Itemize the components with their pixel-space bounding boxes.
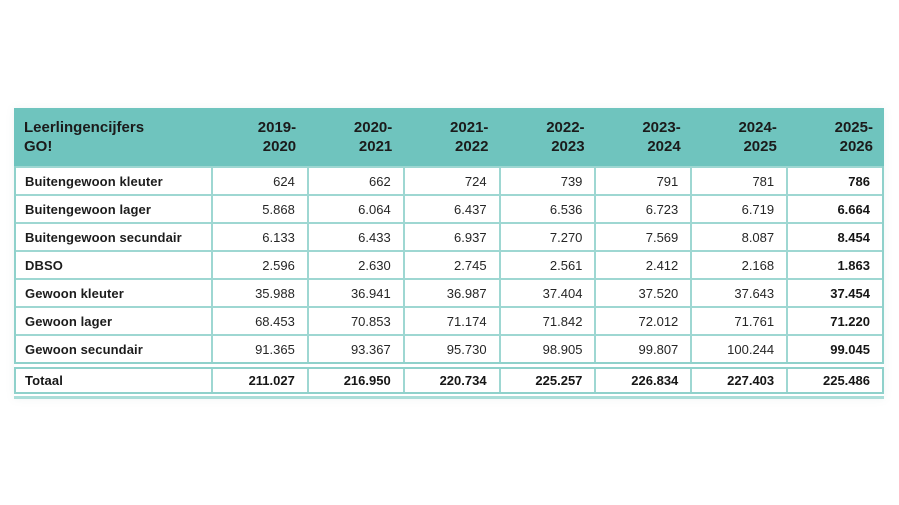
cell-value: 5.868 xyxy=(211,196,307,222)
table-row: Buitengewoon secundair 6.133 6.433 6.937 7.2… xyxy=(16,222,882,250)
row-label: Buitengewoon kleuter xyxy=(25,173,163,189)
total-value: 225.257 xyxy=(498,369,595,392)
cell-value: 2.168 xyxy=(690,252,786,278)
table-row: Buitengewoon kleuter 624 662 724 739 791 781 78… xyxy=(16,166,882,194)
table-row: Buitengewoon lager 5.868 6.064 6.437 6.536 6.… xyxy=(16,194,882,222)
cell-value: 2.412 xyxy=(594,252,690,278)
cell-value: 71.842 xyxy=(498,308,595,334)
cell-value: 786 xyxy=(786,168,882,194)
cell-value: 7.569 xyxy=(594,224,690,250)
cell-value: 99.045 xyxy=(786,336,882,362)
cell-value: 68.453 xyxy=(211,308,307,334)
table-row: Gewoon secundair 91.365 93.367 95.730 98.905… xyxy=(16,334,882,362)
total-value: 225.486 xyxy=(786,369,882,392)
column-header: 2020- 2021 xyxy=(353,119,393,155)
leerlingencijfers-table: Leerlingencijfers GO! 2019- 2020 2020- 20… xyxy=(14,108,884,399)
cell-value: 93.367 xyxy=(306,336,403,362)
cell-value: 37.643 xyxy=(690,280,786,306)
cell-value: 6.433 xyxy=(306,224,403,250)
column-header: 2025- 2026 xyxy=(834,119,873,155)
cell-value: 781 xyxy=(690,168,786,194)
cell-value: 71.761 xyxy=(690,308,786,334)
cell-value: 2.630 xyxy=(306,252,403,278)
row-label: Gewoon kleuter xyxy=(25,285,124,301)
total-value: 227.403 xyxy=(690,369,786,392)
cell-value: 1.863 xyxy=(786,252,882,278)
table-body: Buitengewoon kleuter 624 662 724 739 791 781 78… xyxy=(14,166,884,364)
cell-value: 2.745 xyxy=(402,252,499,278)
cell-value: 6.719 xyxy=(690,196,786,222)
cell-value: 662 xyxy=(306,168,403,194)
cell-value: 2.561 xyxy=(498,252,595,278)
cell-value: 7.270 xyxy=(498,224,595,250)
cell-value: 37.454 xyxy=(786,280,882,306)
table-title: Leerlingencijfers GO! xyxy=(24,119,145,155)
cell-value: 6.664 xyxy=(786,196,882,222)
cell-value: 724 xyxy=(402,168,499,194)
total-label: Totaal xyxy=(25,373,63,388)
cell-value: 2.596 xyxy=(211,252,307,278)
cell-value: 91.365 xyxy=(211,336,307,362)
cell-value: 791 xyxy=(594,168,690,194)
row-label: Buitengewoon secundair xyxy=(25,229,182,245)
cell-value: 739 xyxy=(498,168,595,194)
total-value: 211.027 xyxy=(211,369,307,392)
cell-value: 8.087 xyxy=(690,224,786,250)
cell-value: 6.937 xyxy=(402,224,499,250)
cell-value: 37.404 xyxy=(498,280,595,306)
column-header: 2024- 2025 xyxy=(738,119,777,155)
column-header: 2022- 2023 xyxy=(546,119,585,155)
cell-value: 99.807 xyxy=(594,336,690,362)
cell-value: 36.941 xyxy=(306,280,403,306)
table-row: Gewoon lager 68.453 70.853 71.174 71.842 72.0… xyxy=(16,306,882,334)
cell-value: 6.536 xyxy=(498,196,595,222)
table-outer-bottom-border xyxy=(14,396,884,399)
cell-value: 71.220 xyxy=(786,308,882,334)
total-value: 216.950 xyxy=(306,369,403,392)
cell-value: 71.174 xyxy=(402,308,499,334)
row-label: Gewoon secundair xyxy=(25,341,143,357)
cell-value: 37.520 xyxy=(594,280,690,306)
column-header: 2019- 2020 xyxy=(257,119,297,155)
table-row: Gewoon kleuter 35.988 36.941 36.987 37.404 37… xyxy=(16,278,882,306)
row-label: DBSO xyxy=(25,257,63,273)
cell-value: 70.853 xyxy=(306,308,403,334)
cell-value: 35.988 xyxy=(211,280,307,306)
cell-value: 72.012 xyxy=(594,308,690,334)
row-label: Buitengewoon lager xyxy=(25,201,152,217)
cell-value: 95.730 xyxy=(402,336,499,362)
cell-value: 6.133 xyxy=(211,224,307,250)
table-total-row: Totaal 211.027 216.950 220.734 225.257 226.8… xyxy=(16,369,882,392)
table-row: DBSO 2.596 2.630 2.745 2.561 2.412 2.168 1.863 xyxy=(16,250,882,278)
cell-value: 6.437 xyxy=(402,196,499,222)
table-header-row: Leerlingencijfers GO! 2019- 2020 2020- 20… xyxy=(14,108,884,166)
cell-value: 6.723 xyxy=(594,196,690,222)
cell-value: 8.454 xyxy=(786,224,882,250)
cell-value: 36.987 xyxy=(402,280,499,306)
row-label: Gewoon lager xyxy=(25,313,113,329)
cell-value: 6.064 xyxy=(306,196,403,222)
cell-value: 624 xyxy=(211,168,307,194)
column-header: 2021- 2022 xyxy=(450,119,489,155)
column-header: 2023- 2024 xyxy=(642,119,681,155)
cell-value: 98.905 xyxy=(498,336,595,362)
total-value: 220.734 xyxy=(402,369,499,392)
table-total-box: Totaal 211.027 216.950 220.734 225.257 226.8… xyxy=(14,367,884,394)
cell-value: 100.244 xyxy=(690,336,786,362)
total-value: 226.834 xyxy=(594,369,690,392)
